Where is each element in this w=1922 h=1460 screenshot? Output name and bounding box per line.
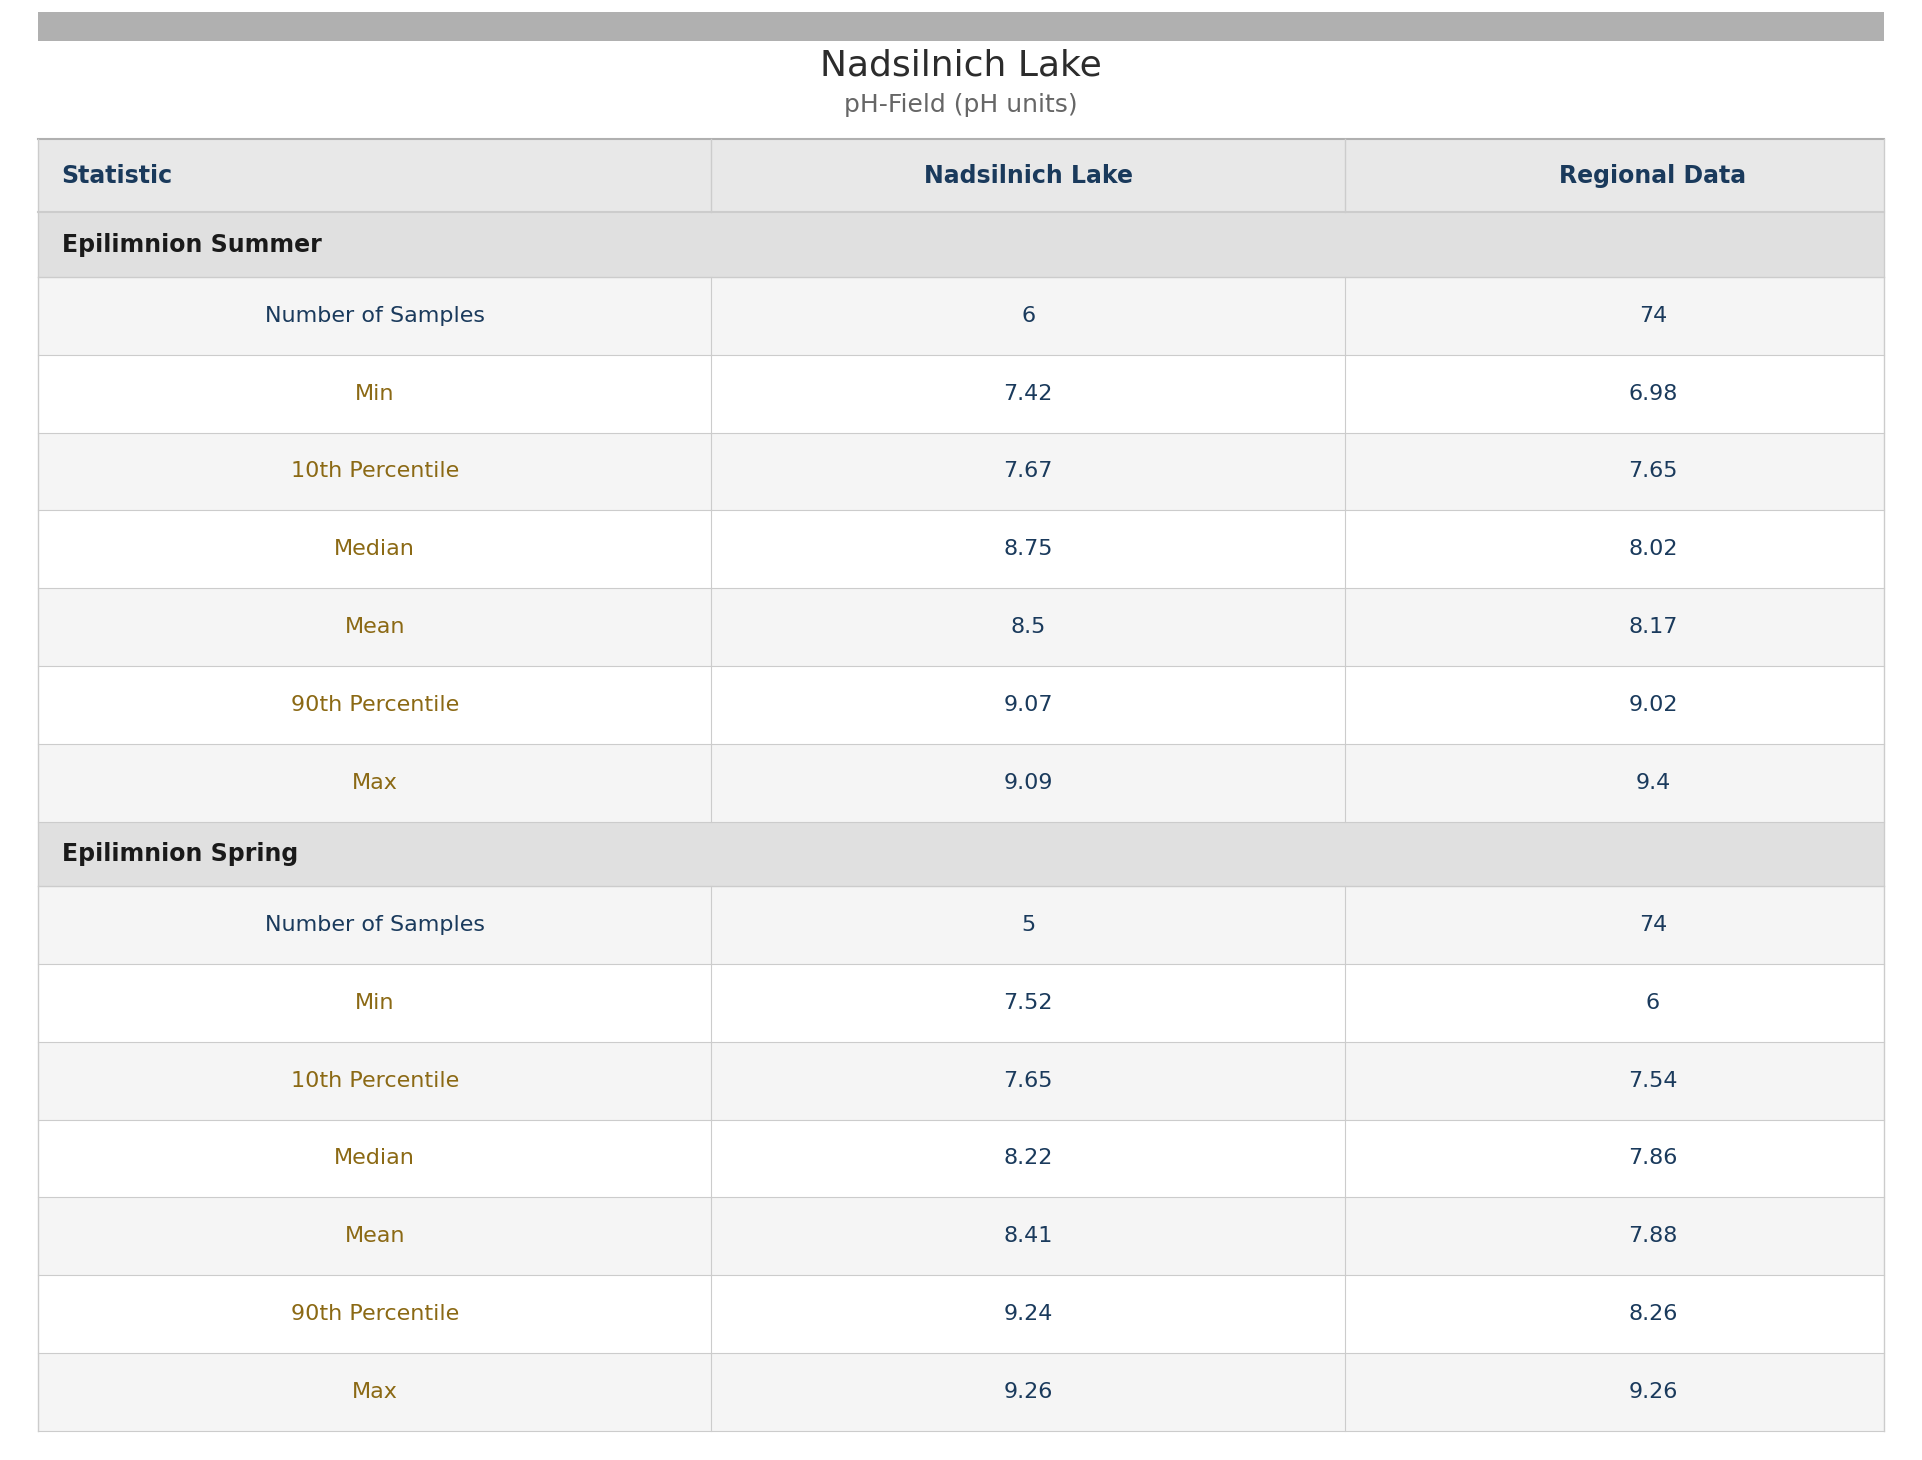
Text: 7.67: 7.67 bbox=[1003, 461, 1053, 482]
Text: 5: 5 bbox=[1021, 915, 1036, 934]
FancyBboxPatch shape bbox=[38, 1197, 1884, 1275]
Text: pH-Field (pH units): pH-Field (pH units) bbox=[844, 93, 1078, 117]
Text: 8.75: 8.75 bbox=[1003, 539, 1053, 559]
Text: Mean: Mean bbox=[344, 1226, 406, 1247]
Text: 9.26: 9.26 bbox=[1628, 1381, 1678, 1402]
Text: 7.52: 7.52 bbox=[1003, 993, 1053, 1013]
Text: 9.02: 9.02 bbox=[1628, 695, 1678, 715]
FancyBboxPatch shape bbox=[38, 139, 1884, 213]
FancyBboxPatch shape bbox=[38, 1041, 1884, 1120]
Text: Statistic: Statistic bbox=[62, 164, 173, 187]
Text: 10th Percentile: 10th Percentile bbox=[290, 461, 459, 482]
FancyBboxPatch shape bbox=[38, 12, 1884, 41]
Text: 7.42: 7.42 bbox=[1003, 384, 1053, 403]
Text: 9.07: 9.07 bbox=[1003, 695, 1053, 715]
FancyBboxPatch shape bbox=[38, 822, 1884, 886]
FancyBboxPatch shape bbox=[38, 355, 1884, 432]
Text: Median: Median bbox=[334, 1149, 415, 1168]
Text: 8.41: 8.41 bbox=[1003, 1226, 1053, 1247]
Text: 9.4: 9.4 bbox=[1636, 772, 1670, 793]
FancyBboxPatch shape bbox=[38, 588, 1884, 666]
Text: Mean: Mean bbox=[344, 618, 406, 637]
Text: Regional Data: Regional Data bbox=[1559, 164, 1747, 187]
Text: 9.09: 9.09 bbox=[1003, 772, 1053, 793]
Text: 7.65: 7.65 bbox=[1003, 1070, 1053, 1091]
Text: Min: Min bbox=[356, 993, 394, 1013]
FancyBboxPatch shape bbox=[38, 1353, 1884, 1431]
FancyBboxPatch shape bbox=[38, 886, 1884, 964]
Text: Epilimnion Spring: Epilimnion Spring bbox=[62, 842, 298, 866]
FancyBboxPatch shape bbox=[38, 277, 1884, 355]
FancyBboxPatch shape bbox=[38, 743, 1884, 822]
Text: 90th Percentile: 90th Percentile bbox=[290, 1304, 459, 1324]
FancyBboxPatch shape bbox=[38, 432, 1884, 511]
Text: Nadsilnich Lake: Nadsilnich Lake bbox=[821, 48, 1101, 83]
Text: Number of Samples: Number of Samples bbox=[265, 915, 484, 934]
Text: 7.54: 7.54 bbox=[1628, 1070, 1678, 1091]
Text: 74: 74 bbox=[1639, 915, 1666, 934]
Text: Median: Median bbox=[334, 539, 415, 559]
Text: 8.02: 8.02 bbox=[1628, 539, 1678, 559]
Text: 9.26: 9.26 bbox=[1003, 1381, 1053, 1402]
Text: 7.65: 7.65 bbox=[1628, 461, 1678, 482]
Text: 7.86: 7.86 bbox=[1628, 1149, 1678, 1168]
Text: 7.88: 7.88 bbox=[1628, 1226, 1678, 1247]
FancyBboxPatch shape bbox=[38, 213, 1884, 277]
Text: 9.24: 9.24 bbox=[1003, 1304, 1053, 1324]
Text: 8.26: 8.26 bbox=[1628, 1304, 1678, 1324]
Text: 6.98: 6.98 bbox=[1628, 384, 1678, 403]
Text: 6: 6 bbox=[1021, 305, 1036, 326]
Text: Epilimnion Summer: Epilimnion Summer bbox=[62, 232, 321, 257]
FancyBboxPatch shape bbox=[38, 1275, 1884, 1353]
Text: Number of Samples: Number of Samples bbox=[265, 305, 484, 326]
Text: 8.5: 8.5 bbox=[1011, 618, 1046, 637]
Text: Max: Max bbox=[352, 772, 398, 793]
Text: 8.17: 8.17 bbox=[1628, 618, 1678, 637]
Text: Nadsilnich Lake: Nadsilnich Lake bbox=[924, 164, 1132, 187]
FancyBboxPatch shape bbox=[38, 511, 1884, 588]
Text: 6: 6 bbox=[1645, 993, 1661, 1013]
Text: Min: Min bbox=[356, 384, 394, 403]
Text: 74: 74 bbox=[1639, 305, 1666, 326]
Text: 8.22: 8.22 bbox=[1003, 1149, 1053, 1168]
FancyBboxPatch shape bbox=[38, 666, 1884, 743]
FancyBboxPatch shape bbox=[38, 1120, 1884, 1197]
FancyBboxPatch shape bbox=[38, 964, 1884, 1041]
Text: Max: Max bbox=[352, 1381, 398, 1402]
Text: 90th Percentile: 90th Percentile bbox=[290, 695, 459, 715]
Text: 10th Percentile: 10th Percentile bbox=[290, 1070, 459, 1091]
